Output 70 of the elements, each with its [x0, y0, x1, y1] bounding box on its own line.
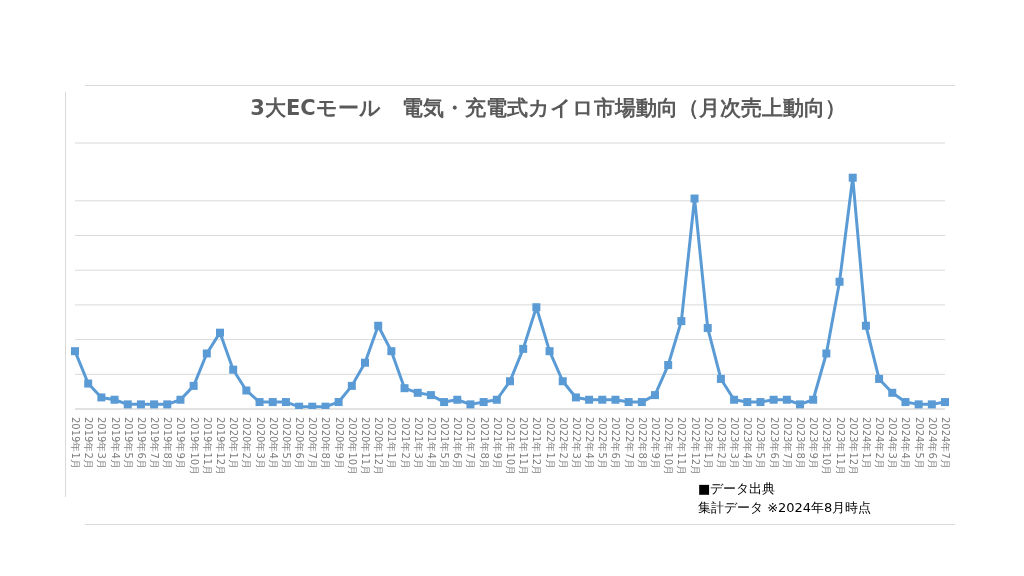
- x-tick-label: 2020年11月: [360, 417, 371, 476]
- x-tick-label: 2021年7月: [465, 417, 477, 469]
- x-tick-label: 2021年1月: [386, 417, 398, 469]
- x-tick-label: 2023年7月: [781, 417, 793, 469]
- x-tick-label: 2023年3月: [729, 417, 741, 469]
- x-tick-label: 2022年11月: [676, 417, 688, 476]
- x-tick-label: 2019年7月: [149, 417, 161, 469]
- x-tick-label: 2019年4月: [109, 417, 121, 469]
- x-tick-label: 2020年6月: [294, 417, 306, 469]
- x-tick-label: 2022年12月: [689, 417, 701, 476]
- x-tick-label: 2020年5月: [280, 417, 292, 469]
- x-tick-label: 2019年12月: [215, 417, 226, 476]
- x-tick-label: 2021年2月: [399, 417, 411, 469]
- x-tick-label: 2024年7月: [940, 417, 951, 469]
- x-tick-label: 2021年9月: [491, 417, 503, 469]
- x-tick-label: 2020年3月: [254, 417, 266, 469]
- x-tick-label: 2021年6月: [452, 417, 464, 469]
- x-tick-label: 2019年2月: [83, 417, 95, 469]
- x-tick-label: 2023年6月: [768, 417, 780, 469]
- x-tick-label: 2024年3月: [887, 417, 899, 469]
- x-tick-label: 2022年3月: [570, 417, 582, 469]
- x-tick-label: 2023年12月: [847, 417, 859, 476]
- x-tick-label: 2022年8月: [636, 417, 648, 469]
- x-tick-label: 2019年10月: [188, 417, 200, 476]
- x-tick-label: 2019年3月: [96, 417, 108, 469]
- x-tick-label: 2022年10月: [663, 417, 675, 476]
- x-tick-label: 2020年9月: [333, 417, 345, 469]
- x-tick-label: 2022年6月: [610, 417, 622, 469]
- x-tick-label: 2022年7月: [623, 417, 635, 469]
- text: 集計データ ※2024年8月時点: [698, 499, 872, 517]
- x-tick-label: 2023年5月: [755, 417, 767, 469]
- x-tick-label: 2019年6月: [135, 417, 147, 469]
- x-tick-label: 2021年8月: [478, 417, 490, 469]
- x-tick-label: 2022年2月: [557, 417, 569, 469]
- x-tick-label: 2019年9月: [175, 417, 187, 469]
- x-tick-label: 2023年9月: [808, 417, 820, 469]
- x-tick-label: 2023年11月: [834, 417, 846, 476]
- x-tick-label: 2021年10月: [505, 417, 516, 476]
- x-tick-label: 2022年4月: [584, 417, 596, 469]
- x-tick-label: 2019年5月: [122, 417, 134, 469]
- x-tick-label: 2019年1月: [70, 417, 81, 469]
- x-tick-label: 2020年7月: [307, 417, 319, 469]
- x-tick-label: 2021年5月: [439, 417, 451, 469]
- x-tick-label: 2020年1月: [228, 417, 240, 469]
- x-tick-label: 2020年2月: [241, 417, 253, 469]
- x-tick-label: 2022年1月: [544, 417, 556, 469]
- x-tick-label: 2020年8月: [320, 417, 332, 469]
- x-tick-label: 2019年8月: [162, 417, 174, 469]
- x-tick-label: 2024年2月: [874, 417, 886, 469]
- x-tick-label: 2024年5月: [913, 417, 925, 469]
- x-tick-label: 2023年8月: [795, 417, 806, 469]
- x-tick-label: 2020年10月: [346, 417, 358, 476]
- x-tick-label: 2024年1月: [860, 417, 872, 469]
- x-tick-label: 2024年4月: [900, 417, 912, 469]
- x-tick-label: 2023年2月: [715, 417, 727, 469]
- x-tick-label: 2023年10月: [821, 417, 833, 476]
- x-tick-label: 2019年11月: [201, 417, 213, 476]
- x-tick-label: 2024年6月: [926, 417, 938, 469]
- chart-title: 3大ECモール 電気・充電式カイロ市場動向（月次売上動向）: [249, 95, 847, 122]
- x-tick-label: 2021年4月: [425, 417, 437, 469]
- x-tick-label: 2022年9月: [650, 417, 661, 469]
- x-tick-label: 2020年4月: [267, 417, 279, 469]
- x-tick-label: 2023年1月: [702, 417, 714, 469]
- x-tick-label: 2022年5月: [597, 417, 609, 469]
- text: ■データ出典: [698, 480, 776, 498]
- x-tick-label: 2021年12月: [531, 417, 543, 476]
- x-tick-label: 2023年4月: [742, 417, 754, 469]
- x-tick-label: 2021年11月: [518, 417, 530, 476]
- x-tick-label: 2021年3月: [412, 417, 424, 469]
- x-tick-label: 2020年12月: [373, 417, 385, 476]
